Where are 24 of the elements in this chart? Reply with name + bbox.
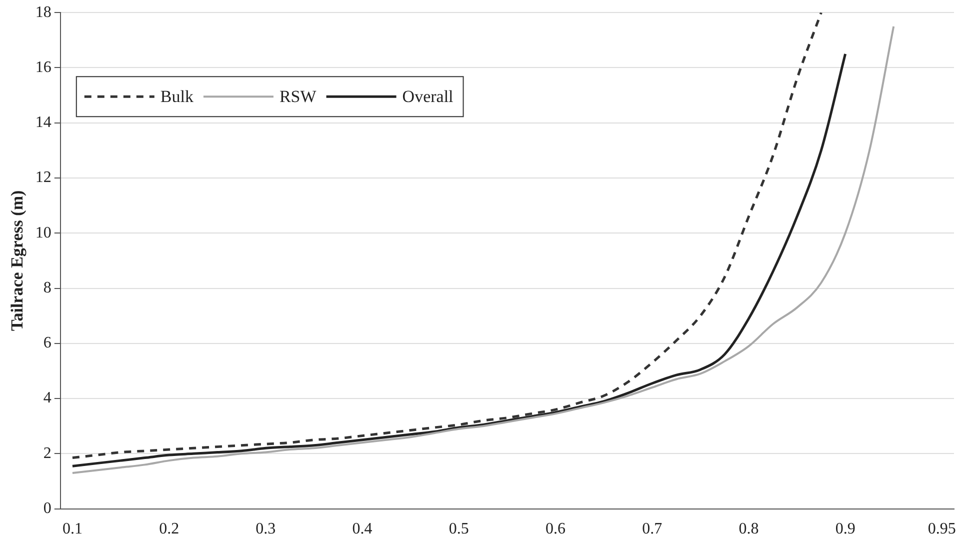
x-tick-label: 0.9 xyxy=(835,520,856,538)
x-tick-label: 0.8 xyxy=(738,520,759,538)
x-tick-label: 0.4 xyxy=(352,520,372,538)
x-tick-label: 0.95 xyxy=(928,520,956,538)
x-tick-label: 0.3 xyxy=(256,520,276,538)
legend-label: Bulk xyxy=(160,87,194,106)
y-tick-label: 0 xyxy=(43,500,52,518)
y-tick-label: 18 xyxy=(35,4,52,21)
y-tick-label: 6 xyxy=(43,334,52,352)
x-tick-label: 0.1 xyxy=(62,520,82,538)
y-tick-label: 2 xyxy=(43,444,52,462)
y-tick-label: 4 xyxy=(43,390,52,407)
x-tick-label: 0.2 xyxy=(159,520,180,538)
y-tick-label: 12 xyxy=(35,169,52,186)
y-tick-label: 8 xyxy=(43,279,52,296)
y-tick-label: 14 xyxy=(35,114,52,132)
y-tick-label: 10 xyxy=(35,224,52,242)
legend-label: Overall xyxy=(402,87,454,106)
y-axis-title: Tailrace Egress (m) xyxy=(8,190,27,332)
x-tick-label: 0.6 xyxy=(546,520,566,538)
y-tick-label: 16 xyxy=(35,58,52,76)
x-tick-label: 0.5 xyxy=(448,520,469,538)
legend-label: RSW xyxy=(279,87,318,106)
x-tick-label: 0.7 xyxy=(642,520,662,538)
